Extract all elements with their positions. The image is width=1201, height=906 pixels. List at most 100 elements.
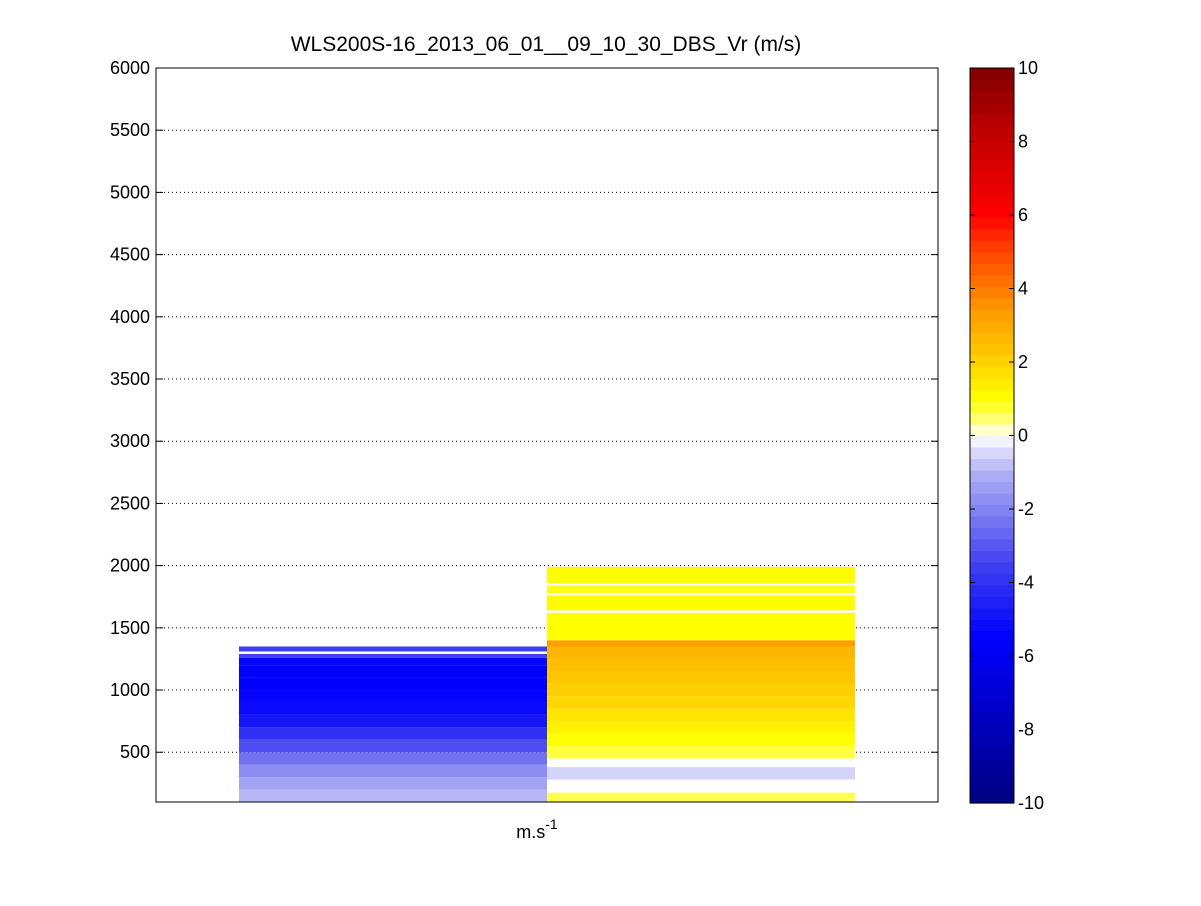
colorbar-tick-label: -10 [1018, 793, 1044, 813]
colorbar-tick-label: 10 [1018, 58, 1038, 78]
colorbar-swatch [970, 424, 1014, 437]
x-axis-label-base: m.s [516, 822, 545, 842]
colorbar-swatch [970, 481, 1014, 494]
heatmap-cell [547, 792, 855, 802]
plot-frame [155, 67, 939, 803]
colorbar-swatch [970, 240, 1014, 253]
y-tick-label: 1500 [110, 618, 150, 638]
colorbar-swatch [970, 320, 1014, 333]
y-tick-label: 3000 [110, 431, 150, 451]
heatmap-cell [239, 677, 547, 691]
colorbar-swatch [970, 780, 1014, 793]
colorbar-swatch [970, 355, 1014, 368]
colorbar-tick-label: 6 [1018, 205, 1028, 225]
heatmap-cell [547, 640, 855, 647]
x-axis-label: m.s-1 [516, 816, 558, 842]
colorbar-swatch [970, 665, 1014, 678]
colorbar-swatch [970, 332, 1014, 345]
heatmap-cell [547, 708, 855, 722]
colorbar-swatch [970, 492, 1014, 506]
x-axis-label-exponent: -1 [545, 816, 558, 832]
colorbar-swatch [970, 136, 1014, 149]
colorbar-swatch [970, 251, 1014, 264]
colorbar-swatch [970, 90, 1014, 104]
heatmap-cell [547, 566, 855, 584]
colorbar-swatch [970, 619, 1014, 632]
colorbar-swatch [970, 148, 1014, 161]
colorbar-swatch [970, 527, 1014, 540]
heatmap-cell [547, 612, 855, 641]
colorbar-tick-label: 2 [1018, 352, 1028, 372]
heatmap-cell [547, 767, 855, 780]
heatmap-cell [547, 595, 855, 611]
y-tick-label: 4000 [110, 307, 150, 327]
colorbar-swatch [970, 446, 1014, 460]
colorbar-swatch [970, 378, 1014, 391]
colorbar-swatch [970, 538, 1014, 551]
colorbar-swatch [970, 515, 1014, 528]
heatmap-cell [547, 658, 855, 672]
colorbar-swatch [970, 458, 1014, 471]
colorbar-swatch [970, 630, 1014, 643]
heatmap-cell [239, 653, 547, 658]
colorbar-swatch [970, 607, 1014, 620]
colorbar-swatch [970, 745, 1014, 758]
colorbar-swatch [970, 791, 1014, 804]
colorbar-tick-label: 8 [1018, 132, 1028, 152]
colorbar-tick-label: -8 [1018, 720, 1034, 740]
colorbar-swatch [970, 412, 1014, 425]
y-axis: 500 1000 1500 2000 2500 3000 3500 4000 4500 5000 5… [110, 58, 938, 762]
heatmap-cells [239, 566, 855, 802]
colorbar-swatch [970, 171, 1014, 184]
colorbar-swatch [970, 366, 1014, 379]
heatmap-cell [547, 733, 855, 747]
colorbar-swatch [970, 561, 1014, 574]
colorbar-swatch [970, 205, 1014, 218]
heatmap-cell [547, 646, 855, 659]
heatmap-cell [239, 690, 547, 703]
colorbar-swatch [970, 125, 1014, 138]
colorbar-swatch [970, 504, 1014, 517]
colorbar-swatch [970, 217, 1014, 230]
colorbar-swatch [970, 688, 1014, 701]
y-tick-label: 2000 [110, 556, 150, 576]
colorbar-swatch [970, 286, 1014, 299]
y-tick-label: 5000 [110, 182, 150, 202]
heatmap-cell [239, 739, 547, 753]
y-tick-label: 1000 [110, 680, 150, 700]
colorbar-swatch [970, 642, 1014, 655]
heatmap-cell [547, 721, 855, 734]
heatmap-cell [239, 764, 547, 778]
colorbar-tick-label: -2 [1018, 499, 1034, 519]
colorbar-swatch [970, 343, 1014, 356]
y-tick-label: 4500 [110, 245, 150, 265]
colorbar-swatch [970, 263, 1014, 276]
colorbar-swatch [970, 469, 1014, 483]
colorbar-swatch [970, 68, 1014, 81]
y-tick-label: 2500 [110, 493, 150, 513]
colorbar-swatch [970, 182, 1014, 195]
colorbar-swatch [970, 159, 1014, 172]
colorbar-swatch [970, 699, 1014, 712]
chart-title: WLS200S-16_2013_06_01__09_10_30_DBS_Vr (… [291, 33, 802, 56]
colorbar-swatch [970, 297, 1014, 310]
heatmap-cell [547, 683, 855, 697]
colorbar-swatch [970, 401, 1014, 414]
colorbar-swatch [970, 653, 1014, 666]
colorbar-swatch [970, 596, 1014, 609]
colorbar-tick-label: -6 [1018, 646, 1034, 666]
colorbar-swatch [970, 734, 1014, 747]
colorbar-swatch [970, 435, 1014, 448]
y-tick-label: 6000 [110, 58, 150, 78]
colorbar-swatch [970, 550, 1014, 563]
colorbar-swatch [970, 389, 1014, 402]
colorbar-swatch [970, 573, 1014, 586]
y-tick-label: 3500 [110, 369, 150, 389]
colorbar-tick-label: 0 [1018, 426, 1028, 446]
y-tick-label: 5500 [110, 120, 150, 140]
heatmap-cell [547, 696, 855, 709]
heatmap-cell [239, 727, 547, 740]
colorbar-swatch [970, 584, 1014, 597]
colorbar-swatch [970, 768, 1014, 781]
